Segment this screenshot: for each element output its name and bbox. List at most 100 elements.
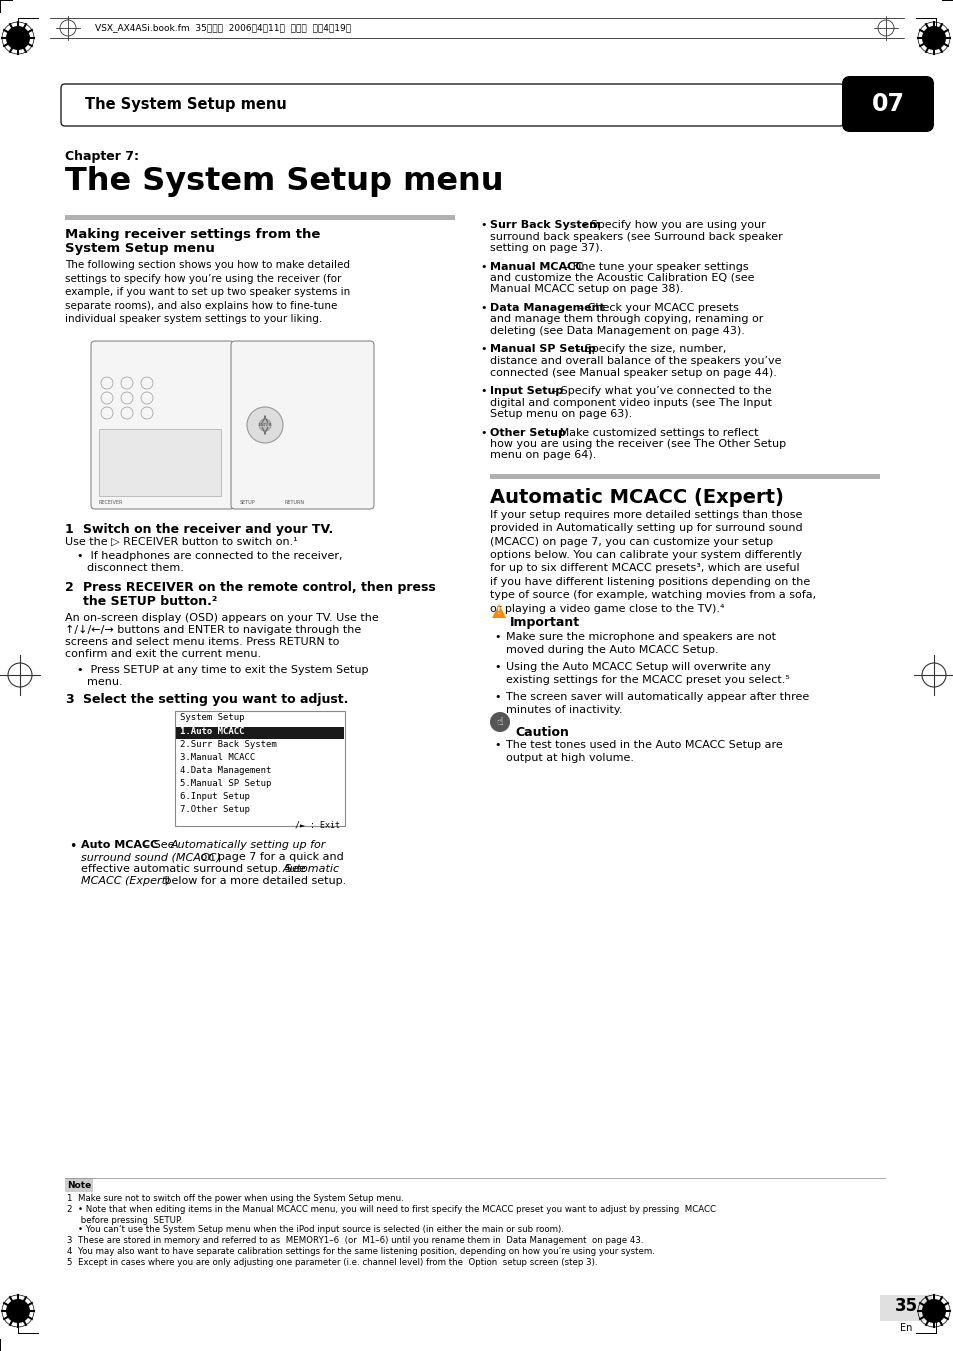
- Text: •: •: [494, 692, 500, 703]
- FancyBboxPatch shape: [61, 84, 843, 126]
- Text: •  Press SETUP at any time to exit the System Setup: • Press SETUP at any time to exit the Sy…: [77, 665, 368, 676]
- Text: •: •: [479, 386, 486, 396]
- Text: Other Setup: Other Setup: [490, 427, 565, 438]
- Text: and manage them through copying, renaming or: and manage them through copying, renamin…: [490, 315, 762, 324]
- Text: •  If headphones are connected to the receiver,: • If headphones are connected to the rec…: [77, 551, 342, 561]
- Text: 5  Except in cases where you are only adjusting one parameter (i.e. channel leve: 5 Except in cases where you are only adj…: [67, 1258, 597, 1267]
- Text: digital and component video inputs (see The Input: digital and component video inputs (see …: [490, 397, 771, 408]
- Text: 3.Manual MCACC: 3.Manual MCACC: [180, 753, 255, 762]
- Text: •: •: [479, 303, 486, 313]
- Text: Making receiver settings from the: Making receiver settings from the: [65, 228, 320, 240]
- Text: •: •: [494, 632, 500, 642]
- Text: Switch on the receiver and your TV.: Switch on the receiver and your TV.: [83, 523, 333, 536]
- FancyBboxPatch shape: [231, 340, 374, 509]
- Text: – Specify the size, number,: – Specify the size, number,: [572, 345, 725, 354]
- Text: Automatically setting up for: Automatically setting up for: [171, 840, 326, 850]
- Text: •: •: [69, 840, 76, 852]
- Text: If your setup requires more detailed settings than those
provided in Automatical: If your setup requires more detailed set…: [490, 509, 815, 613]
- Text: MCACC (Expert): MCACC (Expert): [81, 875, 171, 886]
- Text: Manual MCACC: Manual MCACC: [490, 262, 583, 272]
- Text: confirm and exit the current menu.: confirm and exit the current menu.: [65, 648, 261, 659]
- Text: ENTER: ENTER: [258, 423, 272, 427]
- Text: RETURN: RETURN: [285, 500, 305, 505]
- Text: VSX_AX4ASi.book.fm  35ページ  2006年4月11日  火曜日  午後4時19分: VSX_AX4ASi.book.fm 35ページ 2006年4月11日 火曜日 …: [95, 23, 351, 32]
- Circle shape: [258, 419, 271, 431]
- Text: !: !: [497, 608, 500, 616]
- Text: Using the Auto MCACC Setup will overwrite any
existing settings for the MCACC pr: Using the Auto MCACC Setup will overwrit…: [505, 662, 789, 685]
- Text: the SETUP button.²: the SETUP button.²: [83, 594, 217, 608]
- Text: 3: 3: [65, 693, 73, 707]
- Text: effective automatic surround setup. See: effective automatic surround setup. See: [81, 865, 309, 874]
- Text: and customize the Acoustic Calibration EQ (see: and customize the Acoustic Calibration E…: [490, 273, 754, 282]
- Text: screens and select menu items. Press RETURN to: screens and select menu items. Press RET…: [65, 638, 339, 647]
- Text: /► : Exit: /► : Exit: [294, 820, 339, 830]
- Text: Caution: Caution: [515, 725, 568, 739]
- Text: 4  You may also want to have separate calibration settings for the same listenin: 4 You may also want to have separate cal…: [67, 1247, 654, 1256]
- Text: • You can’t use the System Setup menu when the iPod input source is selected (in: • You can’t use the System Setup menu wh…: [67, 1225, 563, 1233]
- Text: 1.Auto MCACC: 1.Auto MCACC: [180, 727, 244, 736]
- Text: menu.: menu.: [87, 677, 123, 688]
- Text: •: •: [494, 740, 500, 750]
- Bar: [175, 727, 344, 739]
- Circle shape: [490, 712, 510, 732]
- Text: Important: Important: [510, 616, 579, 630]
- FancyBboxPatch shape: [99, 430, 221, 496]
- Text: – Specify what you’ve connected to the: – Specify what you’ve connected to the: [547, 386, 771, 396]
- Text: deleting (see Data Management on page 43).: deleting (see Data Management on page 43…: [490, 326, 744, 336]
- Text: Note: Note: [67, 1181, 91, 1189]
- Bar: [65, 1178, 92, 1192]
- Bar: [174, 711, 345, 825]
- Text: – Fine tune your speaker settings: – Fine tune your speaker settings: [559, 262, 748, 272]
- Text: on page 7 for a quick and: on page 7 for a quick and: [196, 852, 343, 862]
- Text: 2  • Note that when editing items in the Manual MCACC menu, you will need to fir: 2 • Note that when editing items in the …: [67, 1205, 716, 1225]
- Text: 6.Input Setup: 6.Input Setup: [180, 792, 250, 801]
- Text: setting on page 37).: setting on page 37).: [490, 243, 602, 253]
- Text: surround sound (MCACC): surround sound (MCACC): [81, 852, 220, 862]
- FancyBboxPatch shape: [91, 340, 233, 509]
- Text: The test tones used in the Auto MCACC Setup are
output at high volume.: The test tones used in the Auto MCACC Se…: [505, 740, 781, 763]
- Text: 07: 07: [871, 92, 903, 116]
- Text: 2.Surr Back System: 2.Surr Back System: [180, 740, 276, 748]
- Text: 3  These are stored in memory and referred to as  MEMORY1–6  (or  M1–6) until yo: 3 These are stored in memory and referre…: [67, 1236, 643, 1246]
- Text: 5.Manual SP Setup: 5.Manual SP Setup: [180, 780, 271, 788]
- Text: surround back speakers (see Surround back speaker: surround back speakers (see Surround bac…: [490, 231, 781, 242]
- Text: distance and overall balance of the speakers you’ve: distance and overall balance of the spea…: [490, 357, 781, 366]
- Text: The following section shows you how to make detailed
settings to specify how you: The following section shows you how to m…: [65, 259, 350, 324]
- Text: – Make customized settings to reflect: – Make customized settings to reflect: [546, 427, 758, 438]
- Text: •: •: [479, 262, 486, 272]
- Text: Input Setup: Input Setup: [490, 386, 562, 396]
- Text: •: •: [494, 662, 500, 671]
- Text: Automatic MCACC (Expert): Automatic MCACC (Expert): [490, 488, 783, 507]
- Text: ☝: ☝: [497, 717, 503, 727]
- Text: System Setup menu: System Setup menu: [65, 242, 214, 255]
- Text: Surr Back System: Surr Back System: [490, 220, 600, 230]
- Text: Automatic: Automatic: [283, 865, 340, 874]
- Text: The System Setup menu: The System Setup menu: [85, 97, 287, 112]
- Text: The System Setup menu: The System Setup menu: [65, 166, 503, 197]
- Text: RECEIVER: RECEIVER: [99, 500, 123, 505]
- Text: 35: 35: [894, 1297, 917, 1315]
- Text: Auto MCACC: Auto MCACC: [81, 840, 158, 850]
- Text: Select the setting you want to adjust.: Select the setting you want to adjust.: [83, 693, 348, 707]
- Bar: [490, 474, 879, 480]
- Text: An on-screen display (OSD) appears on your TV. Use the: An on-screen display (OSD) appears on yo…: [65, 613, 378, 623]
- Circle shape: [6, 26, 30, 50]
- Text: – Specify how you are using your: – Specify how you are using your: [578, 220, 765, 230]
- Text: 7.Other Setup: 7.Other Setup: [180, 805, 250, 815]
- Text: 2: 2: [65, 581, 73, 594]
- Text: 1: 1: [65, 523, 73, 536]
- Text: below for a more detailed setup.: below for a more detailed setup.: [161, 875, 346, 886]
- Text: disconnect them.: disconnect them.: [87, 563, 184, 573]
- Polygon shape: [492, 604, 505, 617]
- Text: •: •: [479, 427, 486, 438]
- Text: En: En: [899, 1323, 911, 1333]
- Text: System Setup: System Setup: [180, 713, 244, 721]
- Text: •: •: [479, 345, 486, 354]
- Bar: [65, 215, 455, 220]
- Circle shape: [921, 1300, 945, 1323]
- Text: Chapter 7:: Chapter 7:: [65, 150, 139, 163]
- Circle shape: [247, 407, 283, 443]
- Text: SETUP: SETUP: [240, 500, 255, 505]
- Text: how you are using the receiver (see The Other Setup: how you are using the receiver (see The …: [490, 439, 785, 449]
- Text: – See: – See: [141, 840, 178, 850]
